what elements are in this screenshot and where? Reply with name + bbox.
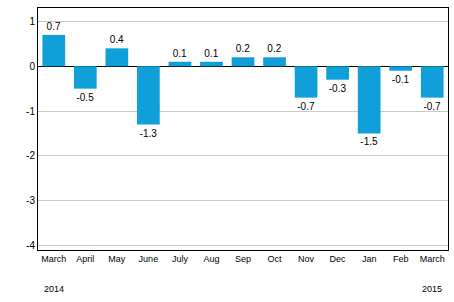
svg-text:Oct: Oct bbox=[268, 254, 283, 264]
svg-text:-0.3: -0.3 bbox=[329, 83, 347, 94]
svg-text:-3: -3 bbox=[26, 195, 35, 206]
svg-text:-0.1: -0.1 bbox=[392, 74, 410, 85]
svg-text:-0.5: -0.5 bbox=[76, 92, 94, 103]
svg-text:-1.5: -1.5 bbox=[360, 136, 378, 147]
svg-text:-0.7: -0.7 bbox=[297, 101, 315, 112]
svg-text:March: March bbox=[420, 254, 445, 264]
svg-text:Jan: Jan bbox=[362, 254, 377, 264]
svg-text:Aug: Aug bbox=[203, 254, 219, 264]
svg-text:0.1: 0.1 bbox=[204, 48, 218, 59]
svg-text:0.2: 0.2 bbox=[267, 43, 281, 54]
svg-text:May: May bbox=[108, 254, 126, 264]
svg-text:0: 0 bbox=[29, 61, 35, 72]
svg-text:0.2: 0.2 bbox=[236, 43, 250, 54]
svg-text:0.4: 0.4 bbox=[110, 34, 124, 45]
svg-text:-1.3: -1.3 bbox=[140, 128, 158, 139]
svg-text:2014: 2014 bbox=[44, 284, 64, 294]
svg-text:-0.7: -0.7 bbox=[423, 101, 441, 112]
svg-text:-4: -4 bbox=[26, 240, 35, 251]
svg-text:April: April bbox=[76, 254, 94, 264]
svg-text:Dec: Dec bbox=[330, 254, 347, 264]
svg-text:-1: -1 bbox=[26, 106, 35, 117]
svg-text:-2: -2 bbox=[26, 150, 35, 161]
svg-text:1: 1 bbox=[29, 16, 35, 27]
svg-text:0.1: 0.1 bbox=[173, 48, 187, 59]
svg-text:Feb: Feb bbox=[393, 254, 409, 264]
svg-text:Sep: Sep bbox=[235, 254, 251, 264]
svg-text:2015: 2015 bbox=[422, 284, 442, 294]
svg-text:March: March bbox=[41, 254, 66, 264]
svg-text:July: July bbox=[172, 254, 189, 264]
svg-text:0.7: 0.7 bbox=[47, 21, 61, 32]
svg-text:Nov: Nov bbox=[298, 254, 315, 264]
svg-text:June: June bbox=[139, 254, 159, 264]
